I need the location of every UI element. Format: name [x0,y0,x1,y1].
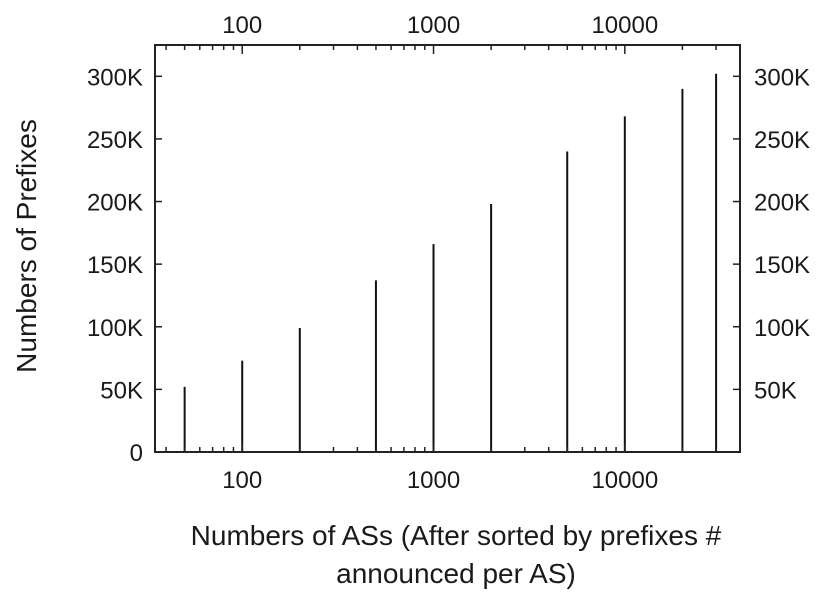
y-tick-label-left: 250K [87,127,143,154]
plot-frame [154,44,741,453]
x-axis-label-line2: announced per AS) [336,558,576,589]
x-tick-label-bottom: 1000 [407,467,460,494]
y-tick-label-right: 50K [754,377,797,404]
y-tick-label-left: 0 [130,440,143,467]
x-tick-label-top: 100 [222,12,262,39]
y-tick-label-right: 250K [754,127,810,154]
y-tick-label-left: 200K [87,190,143,217]
y-tick-label-left: 150K [87,252,143,279]
ticks: 100 100 1000 1000 10000 10000 0 50K 100K 150K 200K… [87,12,810,494]
y-tick-label-left: 300K [87,64,143,91]
plot-border [154,44,741,453]
y-tick-label-right: 150K [754,252,810,279]
y-tick-label-right: 100K [754,315,810,342]
y-tick-label-right: 200K [754,190,810,217]
y-tick-label-right: 300K [754,64,810,91]
bars [183,73,718,452]
y-tick-label-left: 50K [100,377,143,404]
x-axis-label-line1: Numbers of ASs (After sorted by prefixes… [191,520,722,551]
x-tick-label-top: 10000 [591,12,658,39]
y-tick-label-left: 100K [87,315,143,342]
x-tick-label-bottom: 100 [222,467,262,494]
x-tick-label-top: 1000 [407,12,460,39]
x-tick-label-bottom: 10000 [591,467,658,494]
y-axis-label: Numbers of Prefixes [11,119,42,373]
